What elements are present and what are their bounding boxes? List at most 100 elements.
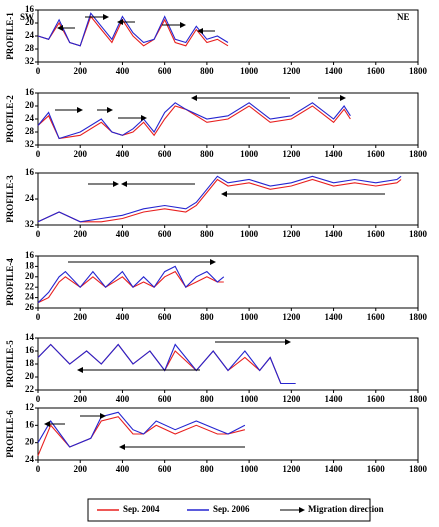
y-tick-label: 14 — [25, 332, 35, 342]
y-tick-label: 24 — [25, 454, 35, 464]
y-tick-label: 16 — [25, 250, 35, 260]
plot-frame — [37, 255, 419, 309]
x-tick-label: 1800 — [409, 312, 428, 322]
legend-box — [87, 498, 371, 522]
y-tick-label: 28 — [25, 126, 35, 136]
legend-label: Migration direction — [308, 504, 384, 514]
series-line — [37, 270, 224, 304]
y-tick-label: 28 — [25, 43, 35, 53]
x-tick-label: 0 — [36, 229, 41, 239]
y-tick-label: 24 — [25, 113, 35, 123]
x-tick-label: 1600 — [367, 394, 386, 404]
x-tick-label: 1600 — [367, 312, 386, 322]
x-tick-label: 1800 — [409, 394, 428, 404]
x-tick-label: 1400 — [325, 394, 344, 404]
series-line — [37, 175, 402, 223]
series-line — [37, 416, 246, 456]
y-tick-label: 32 — [25, 56, 35, 66]
x-tick-label: 400 — [116, 464, 130, 474]
y-axis-title: PROFILE-5 — [5, 340, 15, 388]
x-tick-label: 1000 — [240, 229, 259, 239]
y-tick-label: 16 — [25, 419, 35, 429]
y-tick-label: 16 — [25, 167, 35, 177]
x-tick-label: 800 — [200, 229, 214, 239]
plot-frame — [37, 337, 419, 391]
x-tick-label: 1200 — [282, 312, 301, 322]
x-tick-label: 1000 — [240, 464, 259, 474]
y-tick-label: 18 — [25, 358, 35, 368]
y-tick-label: 18 — [25, 260, 35, 270]
x-tick-label: 200 — [73, 149, 87, 159]
y-tick-label: 20 — [25, 371, 35, 381]
series-line — [37, 411, 246, 448]
x-tick-label: 1000 — [240, 66, 259, 76]
x-tick-label: 1400 — [325, 229, 344, 239]
legend-label: Sep. 2004 — [123, 504, 160, 514]
x-tick-label: 1000 — [240, 394, 259, 404]
x-tick-label: 1600 — [367, 464, 386, 474]
series-line — [37, 178, 402, 223]
x-tick-label: 1800 — [409, 229, 428, 239]
x-tick-label: 1400 — [325, 312, 344, 322]
annotation: NE — [397, 12, 410, 22]
series-line — [37, 343, 296, 385]
annotation: SW — [20, 12, 34, 22]
x-tick-label: 1400 — [325, 66, 344, 76]
x-tick-label: 1200 — [282, 464, 301, 474]
y-axis-title: PROFILE-4 — [5, 258, 15, 306]
x-tick-label: 600 — [158, 394, 172, 404]
x-tick-label: 400 — [116, 66, 130, 76]
x-tick-label: 1600 — [367, 229, 386, 239]
x-tick-label: 0 — [36, 312, 41, 322]
x-tick-label: 600 — [158, 464, 172, 474]
y-tick-label: 22 — [25, 281, 35, 291]
series-line — [37, 12, 229, 47]
x-tick-label: 1800 — [409, 66, 428, 76]
x-tick-label: 200 — [73, 229, 87, 239]
x-tick-label: 1000 — [240, 149, 259, 159]
x-tick-label: 1600 — [367, 66, 386, 76]
x-tick-label: 800 — [200, 394, 214, 404]
y-axis-title: PROFILE-1 — [5, 12, 15, 60]
x-tick-label: 1200 — [282, 66, 301, 76]
x-tick-label: 400 — [116, 229, 130, 239]
y-tick-label: 16 — [25, 4, 35, 14]
x-tick-label: 1200 — [282, 394, 301, 404]
x-tick-label: 200 — [73, 66, 87, 76]
x-tick-label: 800 — [200, 312, 214, 322]
y-tick-label: 16 — [25, 87, 35, 97]
x-tick-label: 800 — [200, 464, 214, 474]
y-axis-title: PROFILE-2 — [5, 95, 15, 143]
y-tick-label: 20 — [25, 17, 35, 27]
x-tick-label: 0 — [36, 66, 41, 76]
y-tick-label: 20 — [25, 437, 35, 447]
y-tick-label: 24 — [25, 30, 35, 40]
y-axis-title: PROFILE-6 — [5, 410, 15, 458]
x-tick-label: 800 — [200, 149, 214, 159]
y-tick-label: 20 — [25, 100, 35, 110]
series-line — [37, 105, 351, 140]
x-tick-label: 200 — [73, 394, 87, 404]
y-tick-label: 20 — [25, 271, 35, 281]
x-tick-label: 600 — [158, 149, 172, 159]
x-tick-label: 1800 — [409, 149, 428, 159]
y-axis-title: PROFILE-3 — [5, 175, 15, 223]
x-tick-label: 600 — [158, 66, 172, 76]
x-tick-label: 400 — [116, 394, 130, 404]
x-tick-label: 600 — [158, 312, 172, 322]
y-tick-label: 16 — [25, 345, 35, 355]
plot-frame — [37, 407, 419, 461]
x-tick-label: 1200 — [282, 149, 301, 159]
x-tick-label: 200 — [73, 312, 87, 322]
y-tick-label: 24 — [25, 292, 35, 302]
x-tick-label: 0 — [36, 464, 41, 474]
y-tick-label: 22 — [25, 384, 35, 394]
x-tick-label: 1800 — [409, 464, 428, 474]
y-tick-label: 24 — [25, 193, 35, 203]
x-tick-label: 0 — [36, 149, 41, 159]
x-tick-label: 1400 — [325, 464, 344, 474]
legend-label: Sep. 2006 — [213, 504, 250, 514]
y-tick-label: 12 — [25, 402, 35, 412]
x-tick-label: 400 — [116, 149, 130, 159]
